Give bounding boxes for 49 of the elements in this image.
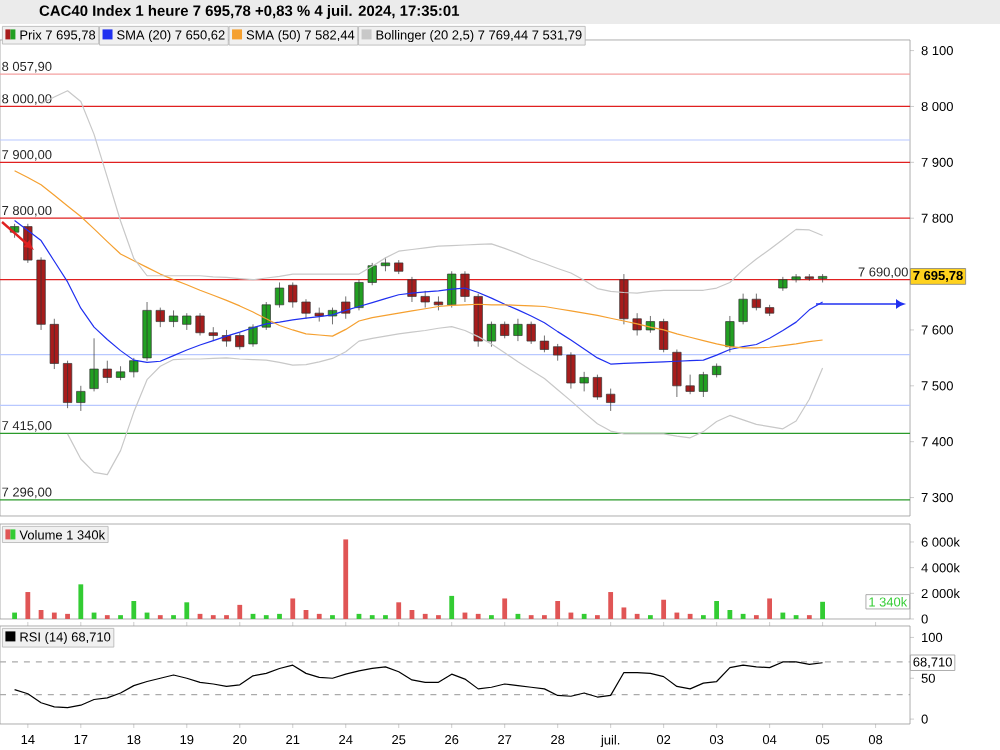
candlestick	[712, 363, 722, 378]
bar	[65, 613, 70, 619]
candlestick	[433, 296, 444, 311]
candlestick	[659, 318, 669, 353]
candlestick	[76, 385, 86, 412]
bar	[740, 613, 746, 619]
candlestick	[394, 259, 404, 275]
candlestick	[592, 374, 602, 401]
bar	[674, 612, 680, 619]
bar	[767, 598, 773, 619]
candlestick	[274, 282, 285, 308]
bar	[51, 612, 57, 619]
bar	[820, 601, 825, 619]
bar	[277, 613, 282, 619]
candlestick	[129, 357, 139, 378]
candlestick	[606, 388, 616, 412]
bar	[687, 613, 693, 619]
bar	[237, 604, 243, 619]
line-series	[13, 661, 824, 709]
bar	[316, 613, 322, 619]
line-series	[13, 170, 824, 349]
bar	[343, 539, 349, 619]
bar	[634, 613, 640, 619]
candlestick	[765, 304, 775, 317]
candlestick	[486, 321, 497, 348]
candlestick	[818, 273, 828, 283]
candlestick	[115, 365, 126, 381]
bar	[714, 601, 720, 619]
bar	[396, 602, 402, 619]
bar	[449, 595, 455, 619]
bar	[290, 598, 296, 619]
candlestick	[539, 335, 550, 353]
bar	[184, 602, 190, 619]
bar	[502, 598, 508, 619]
bar	[78, 584, 84, 619]
bar	[475, 613, 481, 619]
candlestick	[62, 360, 73, 409]
bar	[727, 610, 733, 619]
candlestick	[168, 310, 179, 328]
bar	[608, 592, 614, 619]
bar	[25, 592, 31, 619]
bar	[780, 612, 786, 619]
bar	[12, 612, 17, 619]
bar	[131, 601, 137, 619]
bar	[555, 601, 561, 619]
bar	[661, 599, 667, 619]
bar	[422, 613, 428, 619]
bar	[581, 613, 587, 619]
candlestick	[380, 256, 391, 272]
